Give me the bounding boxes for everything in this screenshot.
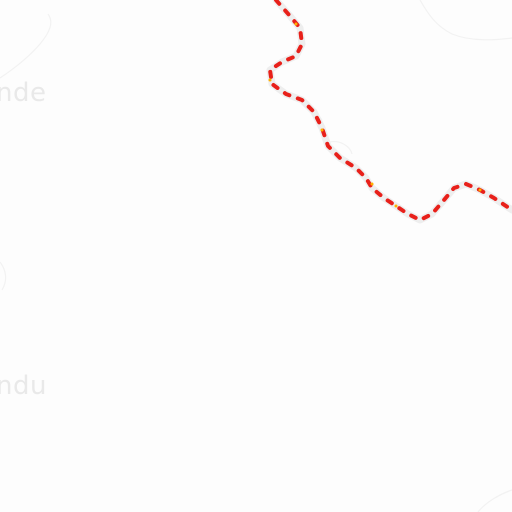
- place-label: nde: [0, 78, 47, 108]
- route-line[interactable]: [268, 0, 512, 222]
- place-label: ndu: [0, 371, 47, 401]
- route-markers: [268, 22, 482, 208]
- route-casing: [266, 0, 512, 224]
